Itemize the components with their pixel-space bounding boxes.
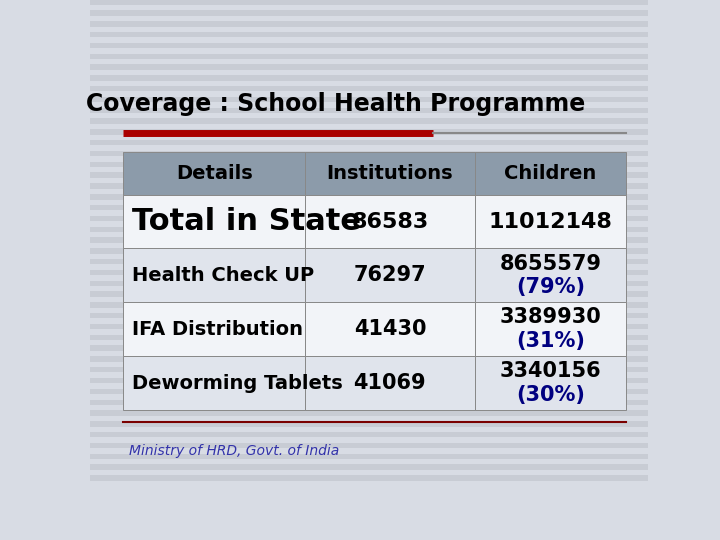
Bar — [90, 464, 648, 470]
Bar — [90, 118, 648, 124]
Text: 3340156: 3340156 — [500, 361, 601, 381]
Bar — [90, 140, 648, 145]
Bar — [90, 53, 648, 59]
Bar — [90, 248, 648, 254]
Bar — [90, 432, 648, 437]
Bar — [90, 410, 648, 416]
Bar — [90, 183, 648, 188]
Bar — [124, 194, 305, 248]
Bar — [90, 32, 648, 37]
Bar — [90, 270, 648, 275]
Bar — [90, 0, 648, 5]
Bar — [90, 324, 648, 329]
Text: Deworming Tablets: Deworming Tablets — [132, 374, 343, 393]
Text: (79%): (79%) — [516, 277, 585, 297]
Bar — [475, 194, 626, 248]
Text: 41069: 41069 — [354, 373, 426, 393]
Bar — [90, 378, 648, 383]
Bar — [90, 43, 648, 48]
Bar — [90, 346, 648, 351]
Bar — [475, 248, 626, 302]
Bar — [90, 107, 648, 113]
Text: Institutions: Institutions — [327, 164, 453, 183]
Bar — [475, 302, 626, 356]
Bar — [90, 75, 648, 80]
Bar — [90, 129, 648, 134]
Bar — [124, 248, 305, 302]
Text: (30%): (30%) — [516, 385, 585, 405]
Bar — [124, 152, 305, 194]
Bar — [475, 152, 626, 194]
Text: Total in State: Total in State — [132, 207, 361, 236]
Text: 76297: 76297 — [354, 265, 426, 285]
Bar — [475, 356, 626, 410]
Bar — [90, 400, 648, 405]
Bar — [90, 313, 648, 319]
Bar — [305, 302, 475, 356]
Bar — [90, 454, 648, 459]
Bar — [90, 475, 648, 481]
Text: 3389930: 3389930 — [500, 307, 601, 327]
Bar — [90, 259, 648, 265]
Bar — [90, 227, 648, 232]
Bar — [90, 335, 648, 340]
Bar — [90, 367, 648, 373]
Text: (31%): (31%) — [516, 331, 585, 351]
Text: Health Check UP: Health Check UP — [132, 266, 314, 285]
Bar — [305, 248, 475, 302]
Bar — [124, 356, 305, 410]
Bar — [305, 194, 475, 248]
Bar — [90, 216, 648, 221]
Text: IFA Distribution: IFA Distribution — [132, 320, 303, 339]
Bar — [305, 356, 475, 410]
Text: Children: Children — [504, 164, 596, 183]
Bar — [90, 356, 648, 362]
Bar — [90, 281, 648, 286]
Text: Ministry of HRD, Govt. of India: Ministry of HRD, Govt. of India — [129, 444, 339, 458]
Bar — [90, 172, 648, 178]
Bar — [305, 152, 475, 194]
Bar — [90, 151, 648, 156]
Text: 8655579: 8655579 — [500, 254, 601, 274]
Bar — [90, 389, 648, 394]
Text: 11012148: 11012148 — [488, 212, 612, 232]
Bar — [90, 205, 648, 210]
Text: Details: Details — [176, 164, 253, 183]
Bar — [90, 97, 648, 102]
Bar — [90, 292, 648, 297]
Text: 86583: 86583 — [351, 212, 428, 232]
Text: Coverage : School Health Programme: Coverage : School Health Programme — [86, 92, 585, 116]
Bar — [90, 86, 648, 91]
Bar — [90, 161, 648, 167]
Bar — [90, 302, 648, 308]
Text: 41430: 41430 — [354, 319, 426, 339]
Bar — [90, 443, 648, 448]
Bar — [90, 21, 648, 26]
Bar — [90, 64, 648, 70]
Bar — [90, 194, 648, 199]
Bar — [90, 421, 648, 427]
Bar — [90, 238, 648, 243]
Bar — [90, 10, 648, 16]
Bar — [124, 302, 305, 356]
